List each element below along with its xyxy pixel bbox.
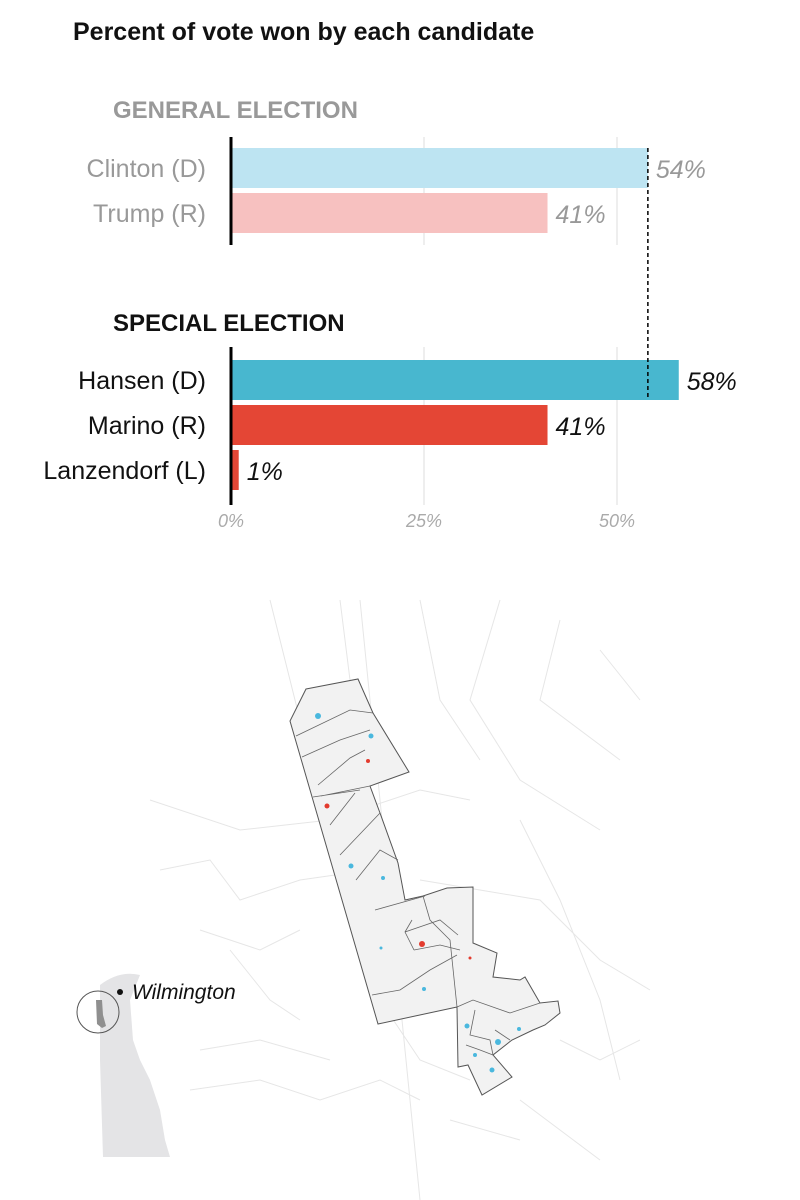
precinct-dot-rep (468, 956, 472, 960)
precinct-dot-dem (422, 987, 426, 991)
precinct-dot-dem (348, 863, 354, 869)
precinct-result-dots (315, 713, 521, 1073)
bar-label: Marino (R) (88, 412, 206, 440)
bar-lanzendorf (231, 450, 239, 490)
x-tick-label: 0% (218, 511, 244, 531)
district-outline (289, 678, 561, 1096)
bar-trump (231, 193, 548, 233)
x-tick-label: 25% (405, 511, 442, 531)
wilmington-dot (117, 989, 123, 995)
bar-label: Lanzendorf (L) (43, 457, 206, 485)
precinct-dot-rep (419, 941, 425, 947)
section-heading: SPECIAL ELECTION (113, 310, 345, 337)
value-label: 54% (656, 156, 706, 184)
x-tick-label: 50% (599, 511, 635, 531)
precinct-dot-rep (366, 759, 370, 763)
precinct-dot-dem (495, 1039, 501, 1045)
bar-label: Clinton (D) (87, 155, 206, 183)
bar-chart: GENERAL ELECTION Clinton (D) 54% Trump (R) 4… (43, 97, 737, 531)
district-shape (289, 678, 561, 1096)
precinct-dot-dem (473, 1053, 477, 1057)
precinct-dot-dem (381, 876, 385, 880)
precinct-dot-dem (464, 1023, 470, 1029)
bar-clinton (231, 148, 648, 188)
bar-marino (231, 405, 548, 445)
district-highlight-shape (96, 1000, 106, 1028)
precinct-dot-dem (379, 946, 383, 950)
section-heading: GENERAL ELECTION (113, 97, 358, 124)
inset-focus-circle (76, 990, 120, 1034)
value-label: 1% (247, 458, 283, 486)
bar-hansen (231, 360, 679, 400)
precinct-dot-dem (489, 1067, 495, 1073)
wilmington-label: Wilmington (132, 981, 236, 1004)
delaware-inset: Wilmington (76, 973, 236, 1157)
road-lines (149, 599, 651, 1200)
bar-label: Hansen (D) (78, 367, 206, 395)
chart-title: Percent of vote won by each candidate (73, 18, 535, 46)
delaware-state-shape (100, 973, 170, 1157)
precinct-dot-rep (324, 803, 330, 809)
precinct-dot-dem (368, 733, 374, 739)
precinct-dot-dem (517, 1027, 521, 1031)
bar-label: Trump (R) (93, 200, 206, 228)
precinct-dot-dem (315, 713, 321, 719)
value-label: 41% (556, 201, 606, 229)
precinct-borders (295, 709, 541, 1056)
value-label: 41% (556, 413, 606, 441)
value-label: 58% (687, 368, 737, 396)
